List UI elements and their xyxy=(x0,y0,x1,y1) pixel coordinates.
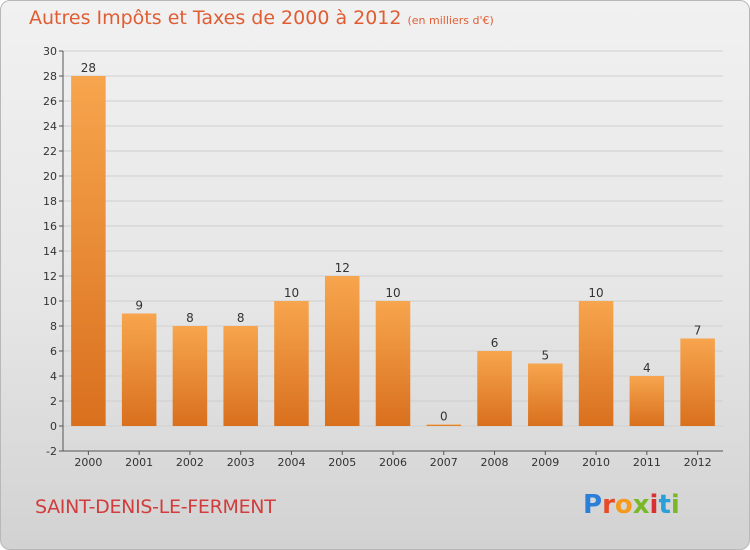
x-tick-label: 2003 xyxy=(227,456,255,469)
axes xyxy=(59,50,723,455)
x-tick-label: 2011 xyxy=(633,456,661,469)
y-tick-label: 0 xyxy=(50,420,57,433)
bar xyxy=(274,301,309,426)
y-tick-label: -2 xyxy=(46,445,57,458)
logo-letter: r xyxy=(602,490,615,520)
bar xyxy=(426,424,462,426)
bar xyxy=(477,351,512,426)
y-tick-label: 6 xyxy=(50,345,57,358)
bar xyxy=(172,326,208,426)
bar-value-label: 10 xyxy=(385,286,400,300)
x-tick-label: 2009 xyxy=(531,456,559,469)
chart-title-text: Autres Impôts et Taxes de 2000 à 2012 xyxy=(29,7,402,29)
commune-name: SAINT-DENIS-LE-FERMENT xyxy=(35,496,276,518)
bar-value-label: 6 xyxy=(491,336,499,350)
bar-value-label: 10 xyxy=(588,286,603,300)
labels: -202468101214161820222426283028200092001… xyxy=(43,45,712,469)
bar-value-label: 12 xyxy=(335,261,350,275)
logo-letter: i xyxy=(670,490,680,520)
bar-value-label: 5 xyxy=(541,349,549,363)
bar xyxy=(680,338,715,426)
logo-letter: o xyxy=(614,490,633,520)
y-tick-label: 8 xyxy=(50,320,57,333)
x-tick-label: 2006 xyxy=(379,456,407,469)
y-tick-label: 26 xyxy=(43,95,57,108)
x-tick-label: 2002 xyxy=(176,456,204,469)
proxiti-logo: Proxiti xyxy=(583,490,680,520)
bar xyxy=(71,76,106,426)
x-tick-label: 2007 xyxy=(430,456,458,469)
logo-letter: i xyxy=(649,490,659,520)
bar xyxy=(324,276,360,426)
y-tick-label: 22 xyxy=(43,145,57,158)
bar-value-label: 4 xyxy=(643,361,651,375)
y-tick-label: 12 xyxy=(43,270,57,283)
x-tick-label: 2010 xyxy=(582,456,610,469)
x-tick-label: 2004 xyxy=(277,456,305,469)
bar xyxy=(629,376,665,426)
chart-title: Autres Impôts et Taxes de 2000 à 2012 (en… xyxy=(29,7,494,29)
y-tick-label: 16 xyxy=(43,220,57,233)
x-tick-label: 2008 xyxy=(481,456,509,469)
bar-value-label: 8 xyxy=(237,311,245,325)
bar xyxy=(121,313,157,426)
chart-unit: (en milliers d'€) xyxy=(407,14,494,27)
x-tick-label: 2000 xyxy=(74,456,102,469)
y-tick-label: 14 xyxy=(43,245,57,258)
y-tick-label: 24 xyxy=(43,120,57,133)
logo-letter: P xyxy=(583,490,603,520)
y-tick-label: 30 xyxy=(43,45,57,58)
y-tick-label: 18 xyxy=(43,195,57,208)
y-tick-label: 20 xyxy=(43,170,57,183)
x-tick-label: 2012 xyxy=(684,456,712,469)
bar-value-label: 8 xyxy=(186,311,194,325)
bars xyxy=(71,76,715,426)
bar-value-label: 0 xyxy=(440,410,448,424)
bar xyxy=(223,326,258,426)
x-tick-label: 2005 xyxy=(328,456,356,469)
logo-letter: t xyxy=(658,490,671,520)
y-tick-label: 2 xyxy=(50,395,57,408)
bar-value-label: 28 xyxy=(81,61,96,75)
y-tick-label: 4 xyxy=(50,370,57,383)
bar xyxy=(528,363,563,426)
bar-value-label: 10 xyxy=(284,286,299,300)
bar xyxy=(578,301,614,426)
bar-value-label: 9 xyxy=(135,299,143,313)
logo-letter: x xyxy=(632,490,650,520)
y-tick-label: 28 xyxy=(43,70,57,83)
bar xyxy=(375,301,411,426)
x-tick-label: 2001 xyxy=(125,456,153,469)
y-tick-label: 10 xyxy=(43,295,57,308)
bar-value-label: 7 xyxy=(694,324,702,338)
